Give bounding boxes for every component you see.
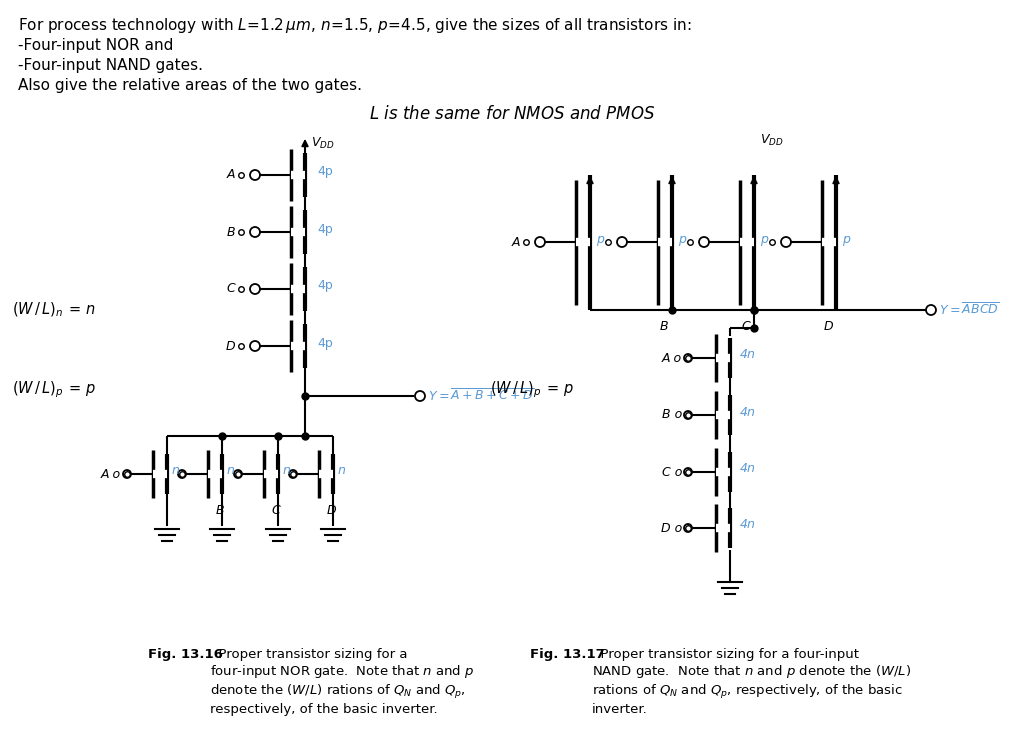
Text: B o: B o <box>662 409 682 421</box>
Text: $Y = \overline{A+B+C+D}$: $Y = \overline{A+B+C+D}$ <box>428 388 535 404</box>
Text: $(W\,/\,L)_{p}\,=\,p$: $(W\,/\,L)_{p}\,=\,p$ <box>490 379 574 400</box>
Text: $Y = \overline{ABCD}$: $Y = \overline{ABCD}$ <box>939 302 999 318</box>
Text: A: A <box>512 235 520 249</box>
Text: 4n: 4n <box>740 519 756 531</box>
Text: Fig. 13.17: Fig. 13.17 <box>530 648 605 661</box>
Text: 4n: 4n <box>740 405 756 418</box>
Text: B: B <box>226 226 234 238</box>
Text: p: p <box>596 232 604 246</box>
Text: Proper transistor sizing for a
four-input NOR gate.  Note that $n$ and $p$
denot: Proper transistor sizing for a four-inpu… <box>210 648 474 716</box>
Text: B: B <box>659 320 669 333</box>
Text: 4n: 4n <box>740 463 756 475</box>
Text: n: n <box>338 464 346 477</box>
Text: $V_{DD}$: $V_{DD}$ <box>760 133 783 148</box>
Text: Fig. 13.16: Fig. 13.16 <box>148 648 223 661</box>
Text: 4n: 4n <box>740 348 756 362</box>
Text: p: p <box>678 232 686 246</box>
Text: For process technology with $L\!=\!1.2\,\mu m$, $n\!=\!1.5$, $p\!=\!4.5$, give t: For process technology with $L\!=\!1.2\,… <box>18 16 691 35</box>
Text: Also give the relative areas of the two gates.: Also give the relative areas of the two … <box>18 78 362 93</box>
Text: D: D <box>327 504 336 517</box>
Text: D: D <box>823 320 833 333</box>
Text: A o: A o <box>101 467 121 480</box>
Text: C: C <box>226 283 234 295</box>
Text: $(W\,/\,L)_{p}\,=\,p$: $(W\,/\,L)_{p}\,=\,p$ <box>12 379 96 400</box>
Text: 4p: 4p <box>317 337 333 350</box>
Text: n: n <box>172 464 180 477</box>
Text: Proper transistor sizing for a four-input
NAND gate.  Note that $n$ and $p$ deno: Proper transistor sizing for a four-inpu… <box>592 648 911 716</box>
Text: A o: A o <box>662 351 682 365</box>
Text: p: p <box>760 232 768 246</box>
Text: 4p: 4p <box>317 222 333 235</box>
Text: C o: C o <box>662 466 682 478</box>
Text: p: p <box>842 232 850 246</box>
Text: 4p: 4p <box>317 280 333 292</box>
Text: C: C <box>271 504 281 517</box>
Text: C: C <box>741 320 751 333</box>
Text: A: A <box>226 168 234 182</box>
Text: n: n <box>227 464 234 477</box>
Text: $L$ is the same for NMOS and PMOS: $L$ is the same for NMOS and PMOS <box>369 105 655 123</box>
Text: -Four-input NOR and: -Four-input NOR and <box>18 38 173 53</box>
Text: $V_{DD}$: $V_{DD}$ <box>311 136 335 151</box>
Text: n: n <box>283 464 291 477</box>
Text: D o: D o <box>660 522 682 534</box>
Text: -Four-input NAND gates.: -Four-input NAND gates. <box>18 58 203 73</box>
Text: B: B <box>216 504 224 517</box>
Text: $(W\,/\,L)_{n}\,=\,n$: $(W\,/\,L)_{n}\,=\,n$ <box>12 301 96 320</box>
Text: 4p: 4p <box>317 165 333 179</box>
Text: D: D <box>225 339 234 353</box>
